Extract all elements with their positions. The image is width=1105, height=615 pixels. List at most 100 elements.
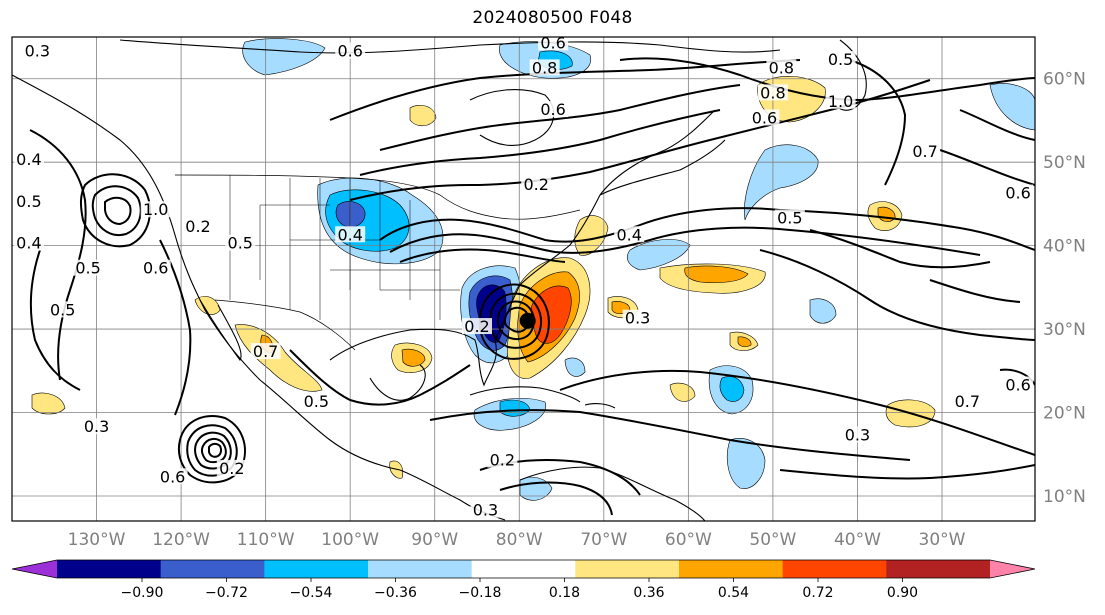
contour-label-bg	[470, 501, 501, 518]
contour-label-bg	[47, 301, 78, 318]
contour-label: 0.5	[75, 259, 100, 278]
negative-anomaly-mid-atlantic	[809, 298, 837, 324]
contour-label: 0.3	[473, 501, 498, 520]
lon-tick-label: 60°W	[665, 530, 712, 550]
contour-label: 0.6	[540, 100, 565, 119]
contour-label: 0.7	[955, 392, 980, 411]
contour-label: 0.6	[160, 467, 185, 486]
coastline-yucatan	[369, 364, 426, 401]
contour-label-bg	[1003, 376, 1034, 393]
negative-anomaly-subtropical-atlantic-core	[719, 376, 745, 402]
lon-tick-label: 120°W	[152, 530, 210, 550]
colorbar-bin	[679, 560, 784, 578]
colorbar-bin	[160, 560, 265, 578]
colorbar-level-label: −0.54	[290, 585, 333, 601]
lon-tick-label: 130°W	[68, 530, 126, 550]
contour-north-2	[849, 59, 907, 186]
contour-label: 0.2	[523, 175, 548, 194]
coastline-gulf-of-mexico	[329, 328, 497, 387]
contour-western-low-1	[79, 173, 151, 248]
border-us-mexico	[214, 299, 356, 351]
contour-label: 0.5	[777, 209, 802, 228]
contour-label: 0.3	[845, 426, 870, 445]
contour-label-bg	[749, 109, 780, 126]
storm-center-dot-icon	[519, 312, 536, 329]
contour-label: 0.5	[304, 392, 329, 411]
contour-label: 1.0	[143, 200, 168, 219]
lat-tick-label: 40°N	[1043, 237, 1086, 257]
contour-label: 0.4	[616, 225, 641, 244]
contour-label: 0.3	[625, 309, 650, 328]
contour-label: 0.5	[50, 300, 75, 319]
contour-label-bg	[335, 226, 366, 243]
contour-label-bg	[216, 459, 247, 476]
contour-label-bg	[462, 318, 492, 335]
positive-anomaly-pacific	[31, 392, 66, 415]
contour-western-low-2	[91, 185, 142, 236]
contour-label-bg	[13, 151, 44, 168]
map-frame	[11, 36, 1036, 522]
lat-tick-label: 30°N	[1043, 320, 1086, 340]
contour-hurricane-2	[488, 292, 542, 349]
contour-label: 0.5	[16, 192, 41, 211]
contour-label-bg	[529, 59, 560, 76]
colorbar-level-label: −0.36	[374, 585, 417, 601]
contour-label: 0.4	[16, 150, 41, 169]
contour-label-bg	[538, 101, 569, 118]
contour-label: 0.4	[337, 225, 362, 244]
contour-label-bg	[614, 226, 645, 243]
lat-tick-label: 10°N	[1043, 487, 1086, 507]
colorbar-bin	[471, 560, 576, 578]
colorbar-level-label: 0.18	[549, 585, 580, 601]
contour-jet-4	[329, 59, 801, 121]
contour-label-bg	[335, 42, 366, 59]
contour-label: 0.2	[219, 459, 244, 478]
negative-anomaly-pacific-nw	[242, 38, 326, 76]
colorbar-bin	[264, 560, 369, 578]
coastline-cuba	[469, 386, 581, 403]
contour-label: 0.2	[464, 317, 489, 336]
colorbar-level-label: 0.36	[633, 585, 664, 601]
contour-label-bg	[538, 37, 569, 51]
lon-tick-label: 70°W	[580, 530, 627, 550]
lon-tick-label: 90°W	[411, 530, 458, 550]
contour-label-bg	[910, 142, 941, 159]
negative-anomaly-north-atlantic	[744, 144, 819, 221]
contour-hurricane-3	[496, 300, 535, 341]
lon-tick-label: 100°W	[321, 530, 379, 550]
contour-gulf-1	[289, 349, 471, 406]
lon-tick-label: 110°W	[237, 530, 295, 550]
lon-tick-label: 30°W	[919, 530, 966, 550]
contour-western-low-3	[104, 196, 132, 226]
contour-label-bg	[13, 192, 44, 209]
colorbar: −0.90 −0.72 −0.54 −0.36 −0.18 0.18 0.36 0.54 0.7…	[11, 559, 1036, 601]
contour-pacific-low-4	[201, 437, 227, 464]
contour-label: 0.4	[16, 234, 41, 253]
contour-label-bg	[301, 393, 332, 410]
contour-label: 0.5	[828, 50, 853, 69]
negative-anomaly-east-atlantic	[989, 83, 1035, 131]
lat-tick-label: 20°N	[1043, 404, 1086, 424]
contour-west-coast-3	[159, 239, 192, 416]
contour-atlantic-ridge-2	[809, 229, 991, 269]
border-us-canada	[174, 174, 581, 220]
contour-label-bg	[487, 451, 518, 468]
contour-caribbean-2	[499, 481, 613, 516]
colorbar-bin	[57, 560, 162, 578]
contour-label: 0.8	[532, 58, 557, 77]
lat-tick-label: 50°N	[1043, 153, 1086, 173]
contour-labels: 0.3 0.6 0.6 0.8 0.6 0.5 1.0 0.8 0.6 0.8 0.4 0.5 1.0 0…	[13, 37, 1034, 520]
lon-tick-label: 80°W	[496, 530, 543, 550]
colorbar-extend-right	[990, 560, 1035, 578]
positive-anomaly-baja	[194, 296, 221, 315]
negative-anomaly-cuba	[564, 357, 586, 377]
contour-jet-2	[359, 109, 721, 176]
positive-anomaly-gulf-core	[401, 348, 426, 367]
coastline-hispaniola	[584, 403, 616, 409]
contour-lines	[29, 57, 1035, 516]
positive-anomaly-hudson	[409, 105, 437, 127]
coastline-south-america	[519, 466, 706, 521]
contour-trough-2	[389, 226, 981, 256]
contour-label: 0.6	[1005, 375, 1030, 394]
contour-label: 0.6	[1005, 184, 1030, 203]
